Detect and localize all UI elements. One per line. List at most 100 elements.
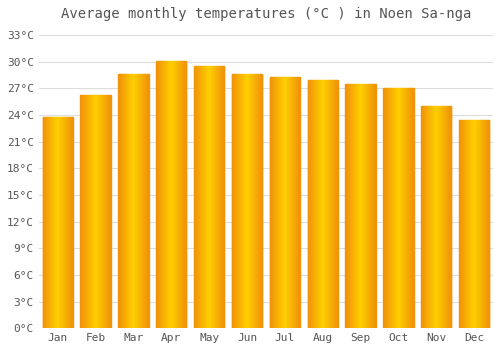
Bar [346,84,347,328]
Bar [462,119,463,328]
Bar [176,61,178,328]
Bar [205,66,206,328]
Bar [441,106,442,328]
Bar [256,74,258,328]
Bar [472,119,473,328]
Bar [251,74,252,328]
Bar [476,119,477,328]
Bar [204,66,205,328]
Bar [60,117,61,328]
Bar [233,74,234,328]
Bar [396,89,397,328]
Bar [97,94,98,328]
Bar [477,119,478,328]
Bar [479,119,480,328]
Bar [445,106,446,328]
Bar [312,79,313,328]
Bar [421,106,422,328]
Bar [279,77,280,328]
Bar [425,106,426,328]
Bar [88,94,89,328]
Bar [56,117,57,328]
Bar [243,74,244,328]
Bar [318,79,319,328]
Bar [160,61,161,328]
Bar [59,117,60,328]
Bar [143,74,144,328]
Bar [369,84,370,328]
Bar [260,74,261,328]
Bar [434,106,435,328]
Bar [447,106,448,328]
Bar [106,94,107,328]
Bar [139,74,140,328]
Bar [337,79,338,328]
Bar [185,61,186,328]
Bar [183,61,184,328]
Bar [235,74,236,328]
Bar [336,79,337,328]
Bar [144,74,145,328]
Bar [485,119,486,328]
Bar [275,77,276,328]
Bar [104,94,106,328]
Bar [89,94,90,328]
Bar [182,61,183,328]
Bar [482,119,483,328]
Bar [54,117,56,328]
Bar [484,119,485,328]
Bar [451,106,452,328]
Bar [254,74,255,328]
Bar [239,74,240,328]
Bar [96,94,97,328]
Bar [426,106,427,328]
Bar [470,119,471,328]
Bar [232,74,233,328]
Bar [397,89,398,328]
Bar [146,74,147,328]
Bar [430,106,431,328]
Bar [109,94,110,328]
Bar [98,94,99,328]
Bar [329,79,330,328]
Bar [245,74,246,328]
Bar [195,66,196,328]
Bar [57,117,58,328]
Bar [174,61,175,328]
Bar [82,94,83,328]
Bar [130,74,131,328]
Bar [407,89,408,328]
Bar [411,89,412,328]
Bar [118,74,119,328]
Bar [53,117,54,328]
Bar [375,84,376,328]
Bar [236,74,238,328]
Bar [162,61,163,328]
Bar [474,119,476,328]
Bar [210,66,211,328]
Bar [358,84,360,328]
Bar [412,89,413,328]
Bar [437,106,438,328]
Bar [65,117,66,328]
Bar [431,106,432,328]
Bar [248,74,249,328]
Bar [131,74,132,328]
Bar [436,106,437,328]
Bar [289,77,290,328]
Bar [355,84,356,328]
Bar [440,106,441,328]
Bar [234,74,235,328]
Bar [223,66,224,328]
Bar [277,77,278,328]
Bar [241,74,242,328]
Bar [438,106,440,328]
Bar [123,74,124,328]
Bar [102,94,103,328]
Bar [194,66,195,328]
Bar [360,84,361,328]
Bar [362,84,363,328]
Bar [413,89,414,328]
Bar [466,119,467,328]
Bar [315,79,316,328]
